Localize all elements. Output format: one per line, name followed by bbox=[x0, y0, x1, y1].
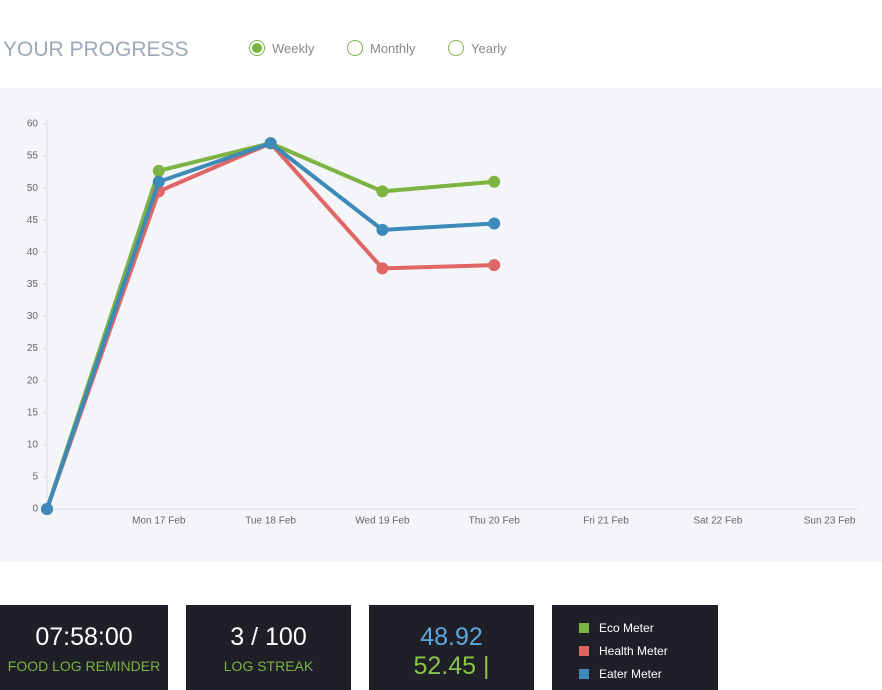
y-tick-label: 50 bbox=[27, 183, 39, 194]
option-label: Monthly bbox=[370, 40, 416, 56]
legend-swatch bbox=[579, 668, 589, 679]
y-tick-label: 25 bbox=[27, 343, 39, 354]
point bbox=[41, 503, 53, 515]
y-tick-label: 35 bbox=[27, 279, 39, 290]
point bbox=[376, 262, 389, 275]
chart: 0 5 10 15 20 25 30 35 40 45 50 55 60 Mon 17 Feb Tue 18… bbox=[0, 88, 882, 562]
stat-card: 3 / 100 LOG STREAK bbox=[186, 605, 351, 690]
period-option[interactable]: Weekly bbox=[249, 40, 314, 56]
x-tick-label: Thu 20 Feb bbox=[469, 516, 521, 527]
legend-label: Health Meter bbox=[599, 643, 668, 658]
point bbox=[376, 185, 389, 198]
period-option[interactable]: Yearly bbox=[448, 40, 507, 56]
legend-item: Eater Meter bbox=[552, 662, 718, 685]
period-option[interactable]: Monthly bbox=[347, 40, 416, 56]
legend-swatch bbox=[579, 622, 589, 633]
point bbox=[264, 137, 277, 150]
y-tick-label: 10 bbox=[27, 439, 39, 450]
legend-label: Eco Meter bbox=[599, 620, 654, 635]
card-label: LOG STREAK bbox=[223, 658, 314, 674]
page-title: YOUR PROGRESS bbox=[3, 38, 189, 61]
stat-card: 07:58:00 FOOD LOG REMINDER bbox=[0, 605, 168, 690]
chart-panel bbox=[0, 88, 882, 562]
card-label: 52.45 | bbox=[413, 652, 490, 680]
card-value: 3 / 100 bbox=[230, 623, 307, 651]
legend-item: Eco Meter bbox=[552, 616, 718, 639]
legend-label: Eater Meter bbox=[599, 666, 662, 681]
y-tick-label: 40 bbox=[27, 247, 39, 258]
legend-swatch bbox=[579, 645, 589, 656]
radio bbox=[448, 40, 464, 56]
legend-item: Health Meter bbox=[552, 639, 718, 662]
radio bbox=[347, 40, 363, 56]
y-tick-label: 20 bbox=[27, 375, 39, 386]
y-tick-label: 15 bbox=[27, 407, 39, 418]
radio bbox=[249, 40, 265, 56]
x-tick-label: Fri 21 Feb bbox=[583, 516, 629, 527]
y-tick-label: 30 bbox=[27, 311, 39, 322]
y-tick-label: 45 bbox=[27, 215, 39, 226]
option-label: Weekly bbox=[272, 40, 315, 56]
x-tick-label: Tue 18 Feb bbox=[245, 516, 296, 527]
card-label: FOOD LOG REMINDER bbox=[7, 658, 161, 674]
y-tick-label: 5 bbox=[32, 472, 38, 483]
point bbox=[152, 164, 165, 177]
stat-card: 48.92 52.45 | bbox=[369, 605, 534, 690]
x-tick-label: Sat 22 Feb bbox=[693, 516, 742, 527]
y-tick-label: 60 bbox=[27, 119, 39, 130]
point bbox=[488, 259, 501, 272]
card-value: 48.92 bbox=[420, 623, 483, 651]
x-tick-label: Mon 17 Feb bbox=[132, 516, 186, 527]
x-tick-label: Sun 23 Feb bbox=[804, 516, 856, 527]
point bbox=[488, 217, 501, 230]
y-tick-label: 55 bbox=[27, 151, 39, 162]
x-tick-label: Wed 19 Feb bbox=[355, 516, 410, 527]
radio-dot bbox=[252, 43, 262, 53]
option-label: Yearly bbox=[471, 40, 507, 56]
legend: Eco Meter Health Meter Eater Meter bbox=[552, 605, 718, 690]
point bbox=[488, 175, 501, 188]
point bbox=[376, 223, 389, 236]
point bbox=[152, 175, 165, 188]
card-value: 07:58:00 bbox=[35, 623, 133, 651]
y-tick-label: 0 bbox=[32, 504, 38, 515]
